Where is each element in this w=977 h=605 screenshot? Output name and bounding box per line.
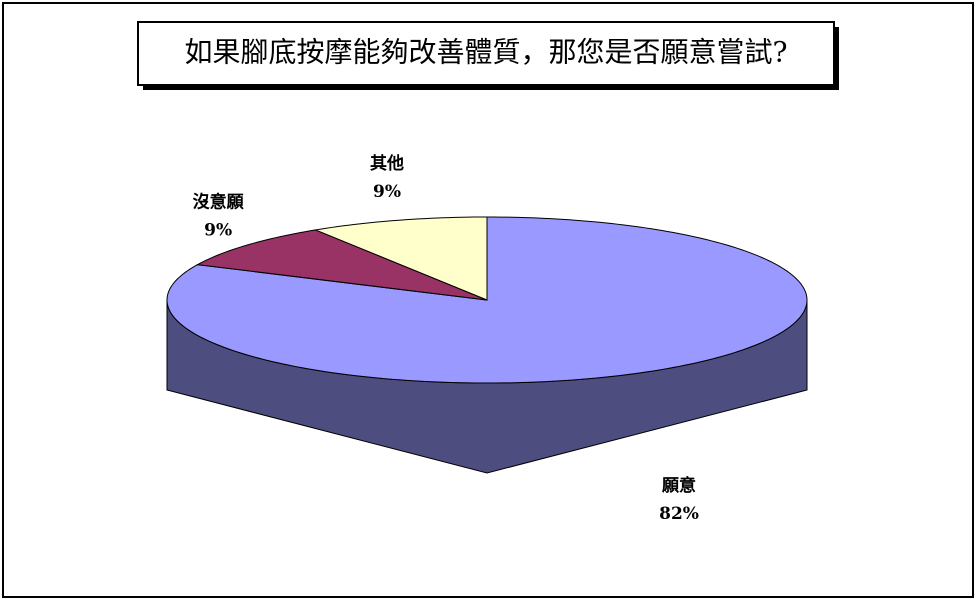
data-label-value: 82% [659,504,699,524]
chart-title: 如果腳底按摩能夠改善體質，那您是否願意嘗試? [184,36,787,69]
data-label-category: 願意 [662,475,696,496]
slice [195,229,488,301]
data-label-value: 9% [204,220,232,240]
data-label-category: 其他 [370,153,404,174]
title-box [137,21,835,86]
data-label-category: 沒意願 [193,191,245,212]
data-label-value: 9% [373,182,401,202]
slice [313,216,488,301]
